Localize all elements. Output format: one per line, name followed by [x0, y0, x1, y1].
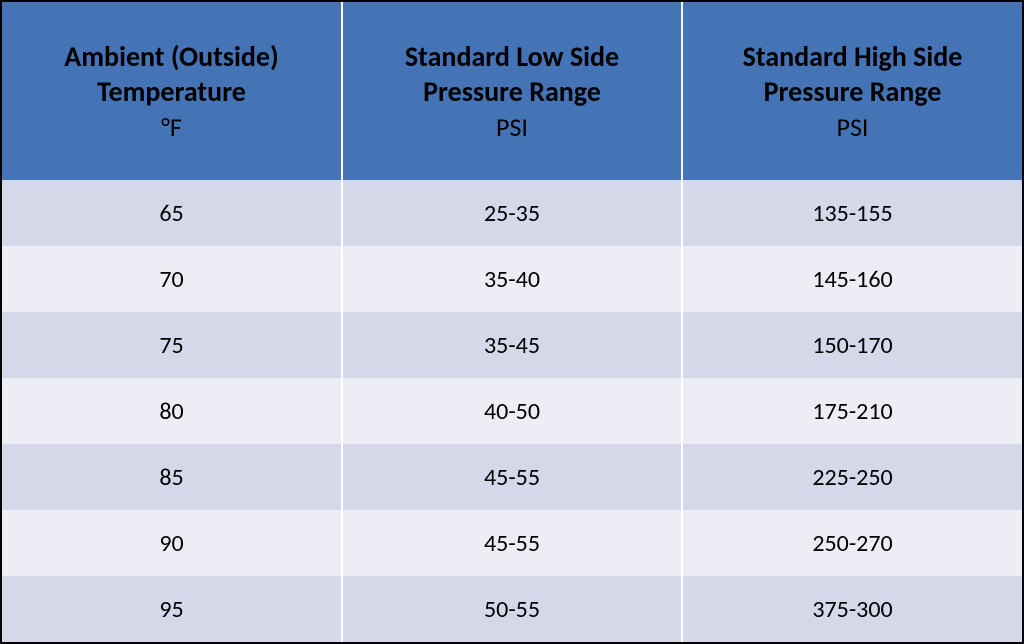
table-body: 65 25-35 135-155 70 35-40 145-160 75 35-… — [2, 180, 1022, 642]
table-row: 95 50-55 375-300 — [2, 576, 1022, 642]
cell-ambient: 85 — [2, 444, 342, 510]
pressure-table-container: Ambient (Outside) Temperature °F Standar… — [0, 0, 1024, 644]
cell-ambient: 70 — [2, 246, 342, 312]
cell-ambient: 90 — [2, 510, 342, 576]
cell-low: 25-35 — [342, 180, 682, 246]
col-header-low-side: Standard Low Side Pressure Range PSI — [342, 2, 682, 180]
cell-high: 225-250 — [682, 444, 1022, 510]
table-row: 75 35-45 150-170 — [2, 312, 1022, 378]
header-row: Ambient (Outside) Temperature °F Standar… — [2, 2, 1022, 180]
cell-high: 375-300 — [682, 576, 1022, 642]
cell-low: 45-55 — [342, 510, 682, 576]
cell-low: 50-55 — [342, 576, 682, 642]
cell-low: 40-50 — [342, 378, 682, 444]
cell-high: 250-270 — [682, 510, 1022, 576]
col-header-unit: PSI — [353, 111, 671, 144]
cell-low: 45-55 — [342, 444, 682, 510]
table-row: 80 40-50 175-210 — [2, 378, 1022, 444]
pressure-table: Ambient (Outside) Temperature °F Standar… — [2, 2, 1022, 642]
table-row: 90 45-55 250-270 — [2, 510, 1022, 576]
col-header-unit: PSI — [693, 111, 1012, 144]
col-header-unit: °F — [12, 111, 331, 144]
cell-high: 135-155 — [682, 180, 1022, 246]
col-header-title: Standard High Side Pressure Range — [693, 39, 1012, 109]
cell-high: 150-170 — [682, 312, 1022, 378]
cell-ambient: 80 — [2, 378, 342, 444]
cell-ambient: 75 — [2, 312, 342, 378]
col-header-title: Ambient (Outside) Temperature — [12, 39, 331, 109]
col-header-ambient: Ambient (Outside) Temperature °F — [2, 2, 342, 180]
cell-high: 145-160 — [682, 246, 1022, 312]
col-header-title: Standard Low Side Pressure Range — [353, 39, 671, 109]
table-row: 65 25-35 135-155 — [2, 180, 1022, 246]
table-row: 70 35-40 145-160 — [2, 246, 1022, 312]
cell-high: 175-210 — [682, 378, 1022, 444]
cell-ambient: 95 — [2, 576, 342, 642]
cell-low: 35-40 — [342, 246, 682, 312]
table-row: 85 45-55 225-250 — [2, 444, 1022, 510]
cell-ambient: 65 — [2, 180, 342, 246]
cell-low: 35-45 — [342, 312, 682, 378]
col-header-high-side: Standard High Side Pressure Range PSI — [682, 2, 1022, 180]
